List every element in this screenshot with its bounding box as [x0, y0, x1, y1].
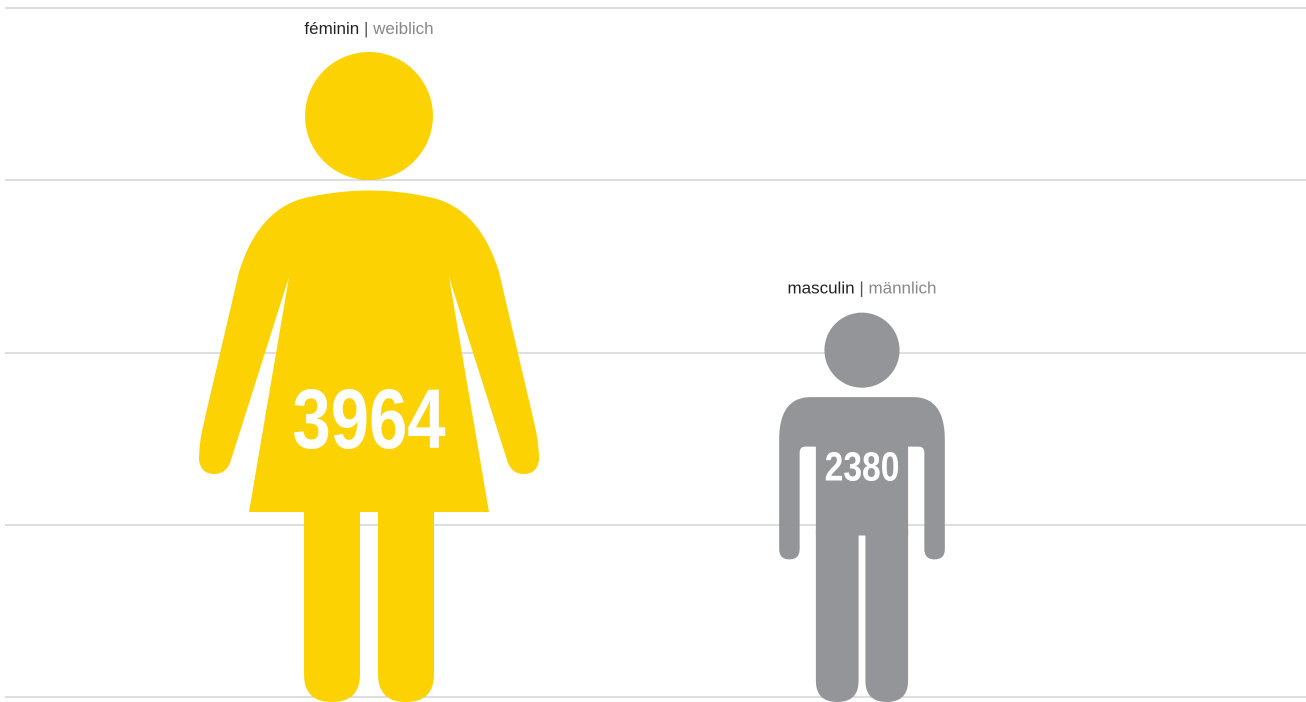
leg [815, 529, 859, 702]
figure: 2380 [779, 312, 945, 702]
head [824, 312, 900, 388]
body [779, 397, 945, 560]
label-part: féminin [304, 19, 359, 38]
label-part: | [364, 19, 368, 38]
head [305, 52, 433, 180]
label-part: männlich [868, 279, 936, 298]
leg [865, 529, 909, 702]
figure: 3964 [199, 52, 539, 702]
label-part: masculin [787, 279, 854, 298]
value-label: 3964 [292, 373, 445, 467]
category-label: masculin | männlich [787, 279, 936, 298]
category-label: féminin | weiblich [304, 19, 433, 38]
leg [378, 507, 434, 702]
body [199, 190, 539, 512]
label-part: weiblich [372, 19, 433, 38]
value-label: 2380 [825, 443, 900, 489]
leg [304, 507, 360, 702]
label-part: | [859, 279, 863, 298]
